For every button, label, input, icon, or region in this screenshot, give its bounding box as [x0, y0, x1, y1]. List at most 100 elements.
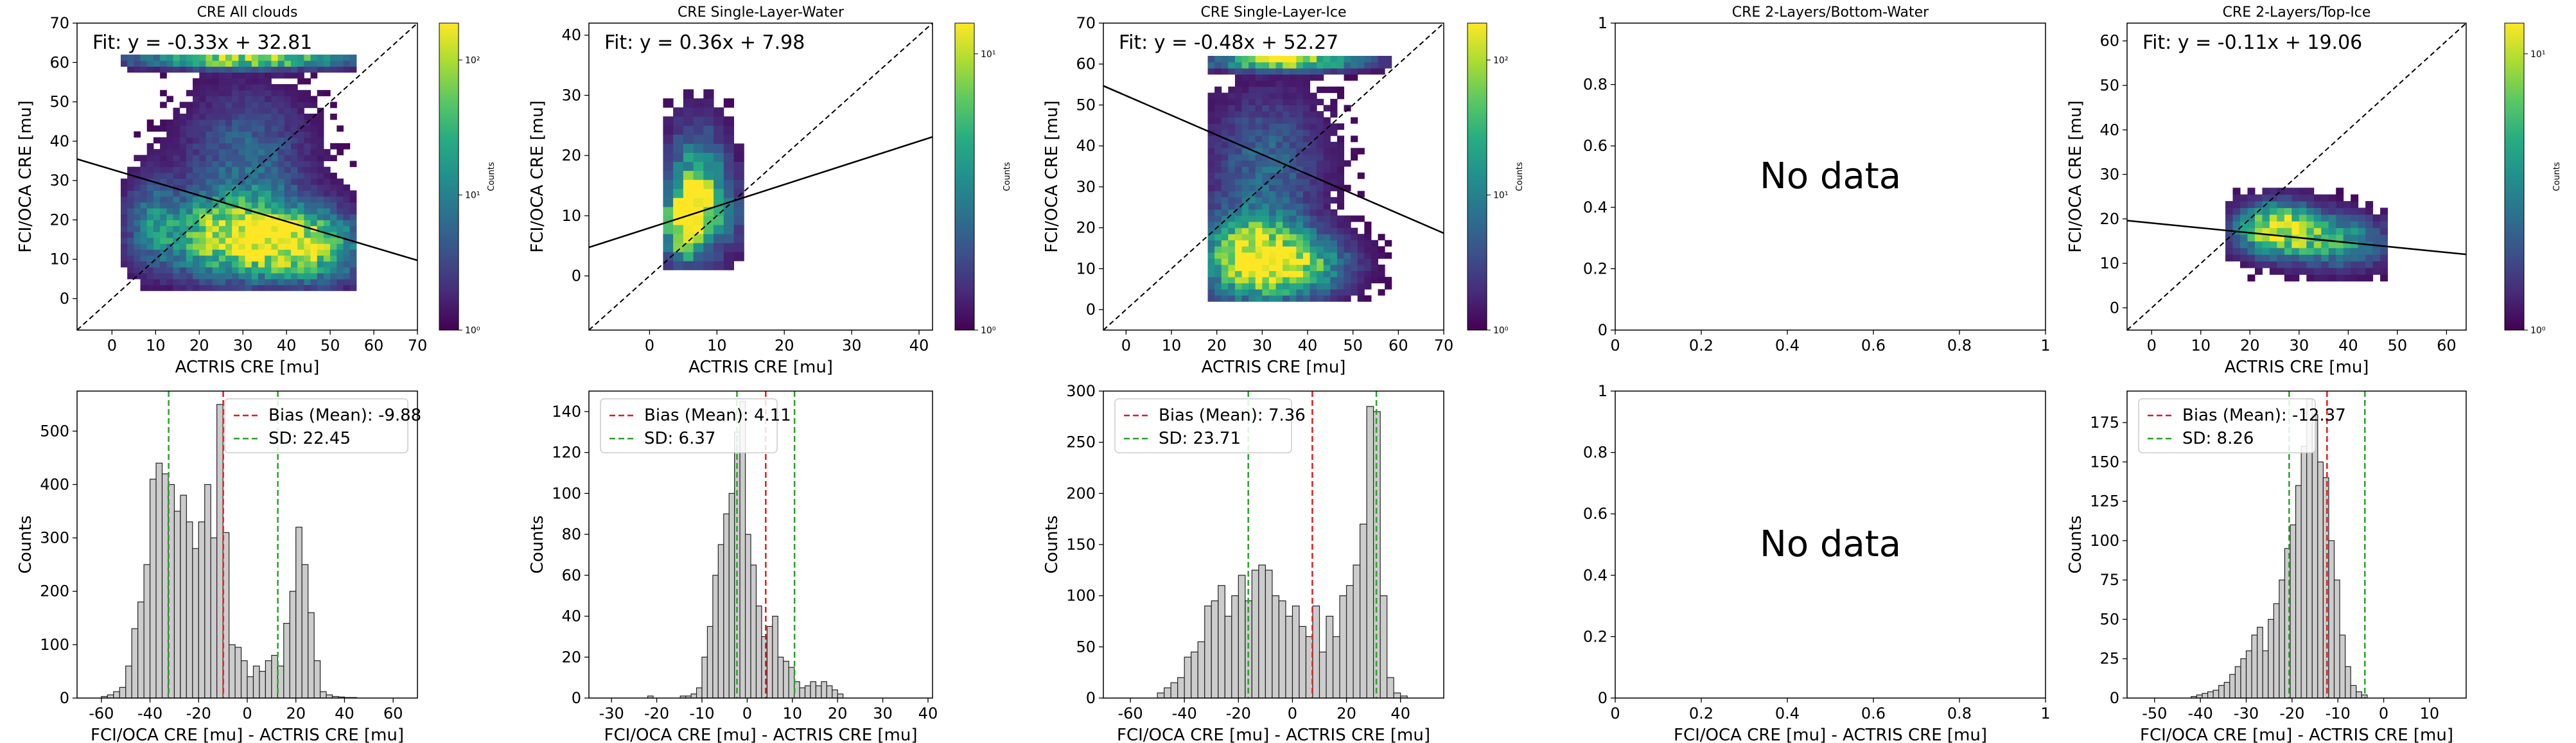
heatmap-cell: [2328, 227, 2336, 235]
heatmap-cell: [2299, 201, 2307, 208]
histogram-bar: [283, 623, 290, 698]
x-tick-label: 0: [107, 337, 117, 354]
heatmap-cell: [251, 90, 259, 96]
heatmap-cell: [238, 125, 246, 132]
heatmap-cell: [1330, 277, 1338, 284]
heatmap-cell: [1268, 270, 1277, 277]
heatmap-cell: [2380, 274, 2388, 282]
heatmap-cell: [1241, 74, 1249, 81]
heatmap-cell: [349, 261, 357, 268]
x-tick-label: 40: [1390, 704, 1410, 722]
heatmap-cell: [2321, 207, 2329, 215]
heatmap-cell: [1289, 258, 1297, 265]
heatmap-cell: [297, 284, 304, 292]
heatmap-cell: [297, 237, 304, 244]
heatmap-cell: [349, 196, 357, 203]
y-tick-label: 200: [40, 582, 69, 600]
heatmap-cell: [2321, 227, 2329, 235]
heatmap-cell: [2336, 274, 2344, 282]
heatmap-cell: [1330, 234, 1338, 241]
heatmap-cell: [134, 179, 141, 185]
heatmap-cell: [2380, 261, 2388, 268]
heatmap-cell: [232, 267, 239, 274]
heatmap-cell: [330, 237, 337, 244]
heatmap-cell: [153, 161, 161, 168]
heatmap-cell: [2336, 254, 2344, 262]
heatmap-cell: [337, 243, 344, 250]
heatmap-cell: [245, 149, 252, 155]
heatmap-cell: [1310, 227, 1317, 234]
heatmap-cell: [1207, 277, 1215, 284]
heatmap-cell: [1289, 179, 1297, 186]
heatmap-cell: [317, 225, 324, 232]
heatmap-cell: [265, 284, 272, 292]
heatmap-cell: [173, 179, 180, 185]
heatmap-cell: [1302, 117, 1311, 124]
heatmap-cell: [693, 197, 704, 207]
heatmap-cell: [1336, 203, 1345, 210]
heatmap-cell: [218, 267, 226, 274]
heatmap-cell: [271, 166, 279, 173]
histogram-bar: [259, 670, 266, 698]
heatmap-cell: [1275, 123, 1283, 130]
heatmap-cell: [1268, 98, 1277, 105]
heatmap-cell: [1241, 135, 1249, 143]
heatmap-cell: [297, 107, 304, 114]
heatmap-cell: [2365, 221, 2374, 229]
heatmap-cell: [1296, 153, 1304, 161]
heatmap-cell: [245, 119, 252, 126]
heatmap-cell: [330, 249, 337, 256]
heatmap-cell: [173, 284, 180, 292]
histogram-bar: [2279, 579, 2286, 698]
y-tick-label: 120: [552, 444, 581, 462]
heatmap-cell: [693, 188, 704, 198]
heatmap-cell: [1268, 252, 1277, 259]
axes-frame: [588, 22, 933, 331]
heatmap-cell: [1317, 283, 1324, 290]
x-tick-label: 50: [1343, 337, 1363, 354]
heatmap-cell: [349, 284, 357, 292]
heatmap-cell: [663, 179, 674, 189]
heatmap-cell: [212, 119, 220, 126]
heatmap-cell: [349, 60, 357, 67]
heatmap-cell: [120, 190, 128, 197]
heatmap-cell: [1302, 289, 1311, 296]
heatmap-cell: [2225, 241, 2234, 249]
heatmap-cell: [212, 143, 220, 150]
heatmap-cell: [1371, 277, 1379, 284]
heatmap-cell: [2232, 207, 2241, 215]
heatmap-cell: [186, 66, 193, 73]
heatmap-cell: [1228, 166, 1236, 173]
heatmap-cell: [1241, 209, 1249, 216]
heatmap-cell: [1234, 55, 1243, 63]
heatmap-cell: [317, 137, 324, 144]
x-tick-label: 30: [873, 704, 893, 722]
heatmap-cell: [2328, 268, 2336, 275]
heatmap-cell: [225, 166, 232, 173]
heatmap-cell: [120, 214, 128, 220]
heatmap-cell: [245, 161, 252, 168]
heatmap-cell: [265, 166, 272, 173]
heatmap-cell: [1262, 117, 1270, 124]
histogram-bar: [2345, 666, 2351, 698]
heatmap-cell: [1221, 270, 1229, 277]
heatmap-cell: [245, 83, 252, 91]
heatmap-cell: [310, 196, 318, 203]
heatmap-cell: [1317, 289, 1324, 296]
heatmap-cell: [146, 143, 154, 150]
heatmap-cell: [2351, 234, 2359, 241]
heatmap-cell: [245, 243, 252, 250]
heatmap-cell: [1234, 227, 1243, 234]
heatmap-cell: [1214, 153, 1222, 161]
heatmap-cell: [323, 172, 331, 179]
heatmap-cell: [1268, 277, 1277, 284]
heatmap-cell: [2299, 214, 2307, 222]
heatmap-cell: [160, 273, 167, 279]
heatmap-cell: [2321, 194, 2329, 202]
heatmap-cell: [1214, 179, 1222, 186]
heatmap-cell: [323, 179, 331, 185]
heatmap-cell: [349, 208, 357, 214]
heatmap-cell: [2306, 268, 2315, 275]
heatmap-cell: [1262, 191, 1270, 198]
